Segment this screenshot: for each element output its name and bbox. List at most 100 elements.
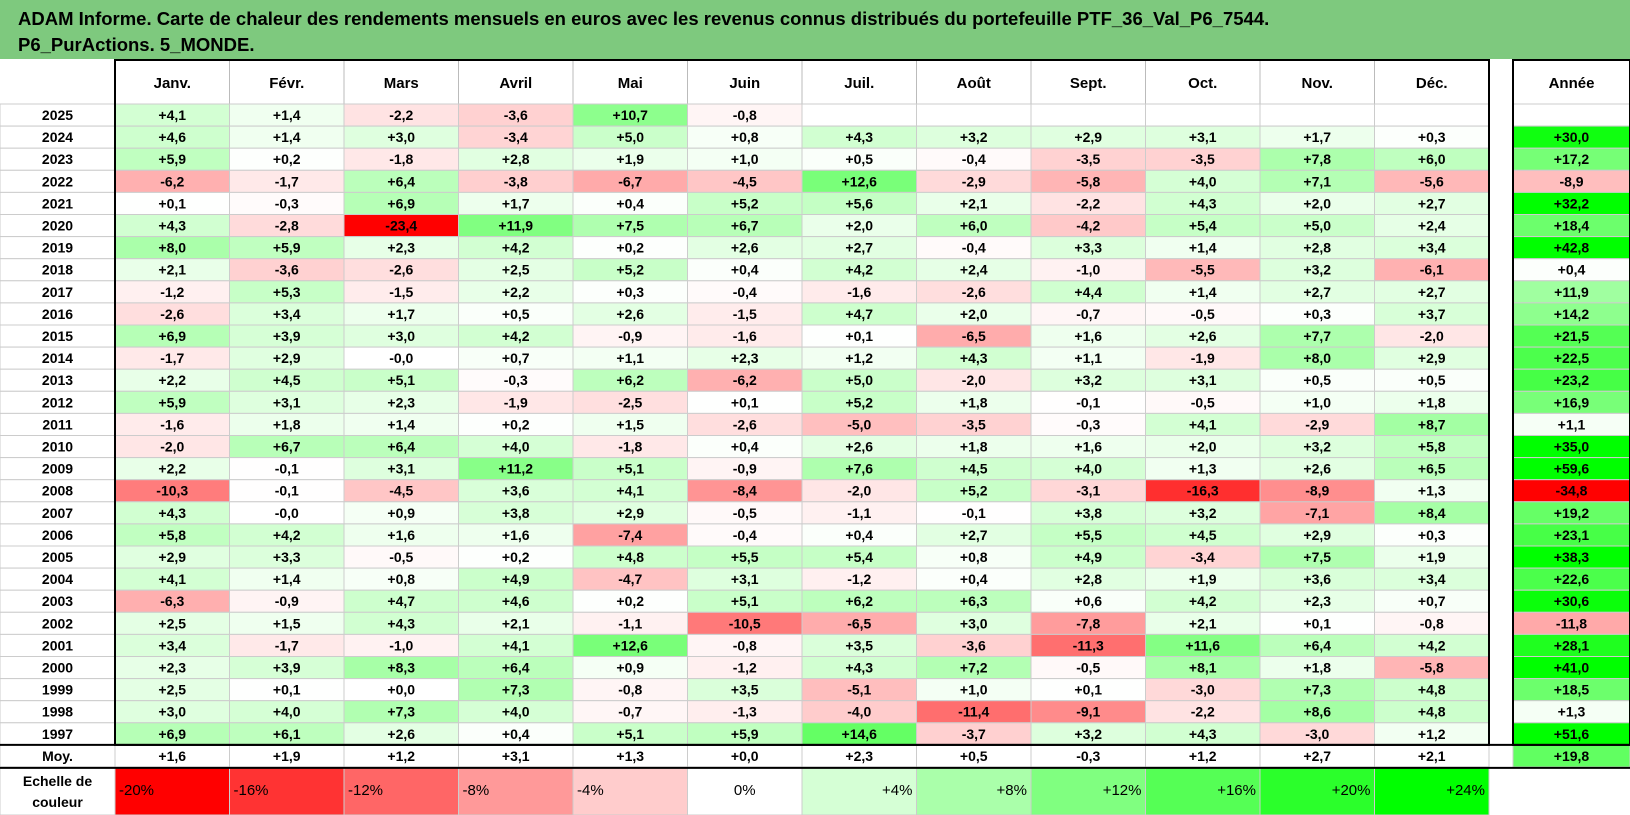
cell-value: +4,3: [387, 615, 415, 631]
heatmap-cell: [801, 103, 917, 127]
cell-value: +2,3: [158, 660, 186, 676]
cell-value: +1,7: [387, 306, 415, 322]
cell-value: +4,8: [616, 549, 644, 565]
cell-value: +4,2: [502, 328, 530, 344]
scale-tick-label: -4%: [577, 782, 604, 799]
scale-swatch: [229, 767, 345, 815]
cell-value: +1,3: [1418, 483, 1446, 499]
cell-value: +0,1: [273, 682, 301, 698]
cell-value: -0,1: [275, 483, 299, 499]
cell-value: +4,1: [158, 571, 186, 587]
cell-value: +0,7: [1418, 593, 1446, 609]
cell-value: +2,6: [1189, 328, 1217, 344]
cell-value: +3,8: [502, 505, 530, 521]
annual-value: +28,1: [1554, 637, 1590, 653]
cell-value: +5,9: [273, 240, 301, 256]
cell-value: +3,0: [960, 615, 988, 631]
cell-value: +2,7: [960, 527, 988, 543]
cell-value: +1,4: [273, 107, 301, 123]
cell-value: -7,1: [1305, 505, 1329, 521]
cell-value: +3,0: [387, 328, 415, 344]
cell-value: +6,4: [1303, 637, 1331, 653]
cell-value: +2,3: [1303, 593, 1331, 609]
cell-value: +4,4: [1074, 284, 1102, 300]
cell-value: +2,2: [502, 284, 530, 300]
annual-value: +11,9: [1554, 284, 1589, 300]
cell-value: +2,8: [1074, 571, 1102, 587]
cell-value: +1,9: [1189, 571, 1217, 587]
header-cell: [572, 59, 688, 105]
cell-value: +3,6: [1303, 571, 1331, 587]
cell-value: +2,9: [158, 549, 186, 565]
annual-value: +1,3: [1558, 704, 1586, 720]
cell-value: +5,9: [158, 151, 186, 167]
annual-value: +38,3: [1554, 549, 1590, 565]
cell-value: -3,5: [1076, 151, 1100, 167]
cell-value: +3,1: [1189, 129, 1217, 145]
cell-value: +8,1: [1189, 660, 1217, 676]
cell-value: -1,3: [733, 704, 757, 720]
cell-value: +2,9: [616, 505, 644, 521]
cell-value: +2,7: [1418, 284, 1446, 300]
cell-value: +6,9: [158, 726, 186, 742]
scale-swatch: [1259, 767, 1375, 815]
column-header-6: Juin: [729, 75, 760, 92]
cell-value: +2,5: [502, 262, 530, 278]
cell-value: -0,3: [275, 195, 299, 211]
scale-label-line-2: couleur: [32, 794, 83, 810]
annual-value: +30,0: [1554, 129, 1590, 145]
cell-value: +7,3: [387, 704, 415, 720]
cell-value: +6,4: [502, 660, 530, 676]
average-value: +1,9: [273, 748, 301, 764]
cell-value: +11,6: [1185, 637, 1220, 653]
cell-value: +0,4: [731, 439, 759, 455]
cell-value: +0,1: [845, 328, 873, 344]
cell-value: +0,8: [731, 129, 759, 145]
cell-value: +1,5: [273, 615, 301, 631]
annual-value: -11,8: [1556, 615, 1587, 631]
cell-value: -11,4: [958, 704, 989, 720]
scale-swatch: [1145, 767, 1261, 815]
cell-value: +5,2: [616, 262, 644, 278]
cell-value: +2,9: [1074, 129, 1102, 145]
cell-value: +4,3: [845, 129, 873, 145]
cell-value: +3,5: [731, 682, 759, 698]
cell-value: -0,8: [733, 107, 757, 123]
cell-value: +4,1: [1189, 416, 1217, 432]
year-label-1998: 1998: [42, 704, 73, 720]
cell-value: -1,2: [160, 284, 184, 300]
cell-value: +2,6: [731, 240, 759, 256]
column-header-7: Juil.: [844, 75, 874, 92]
cell-value: +2,4: [960, 262, 988, 278]
cell-value: +6,3: [960, 593, 988, 609]
cell-value: -0,3: [504, 372, 528, 388]
cell-value: -5,1: [847, 682, 871, 698]
cell-value: +2,7: [1303, 284, 1331, 300]
header-cell: [687, 59, 803, 105]
cell-value: -9,1: [1076, 704, 1100, 720]
cell-value: -1,2: [733, 660, 757, 676]
year-label-2019: 2019: [42, 240, 73, 256]
cell-value: +4,3: [1189, 195, 1217, 211]
year-label-2012: 2012: [42, 394, 73, 410]
cell-value: +4,2: [273, 527, 301, 543]
average-value: +1,6: [158, 748, 186, 764]
cell-value: +5,4: [1189, 218, 1217, 234]
cell-value: -2,5: [618, 394, 642, 410]
cell-value: +5,1: [731, 593, 759, 609]
cell-value: +0,5: [502, 306, 530, 322]
cell-value: +4,1: [502, 637, 530, 653]
cell-value: +5,6: [845, 195, 873, 211]
average-value: +1,2: [1189, 748, 1217, 764]
scale-swatch: [801, 767, 917, 815]
average-value: +3,1: [502, 748, 530, 764]
cell-value: +4,2: [502, 240, 530, 256]
cell-value: +4,5: [1189, 527, 1217, 543]
cell-value: +1,2: [1418, 726, 1446, 742]
cell-value: +1,1: [1074, 350, 1102, 366]
cell-value: -0,9: [733, 461, 757, 477]
heatmap-cells: 2025 +4,1 +1,4 -2,2 -3,6 +10,7 -0,8 2024 +4,6 +1,…: [0, 103, 1630, 746]
cell-value: +4,7: [845, 306, 873, 322]
title-line-2: P6_PurActions. 5_MONDE.: [18, 34, 255, 55]
cell-value: +3,2: [1074, 372, 1102, 388]
